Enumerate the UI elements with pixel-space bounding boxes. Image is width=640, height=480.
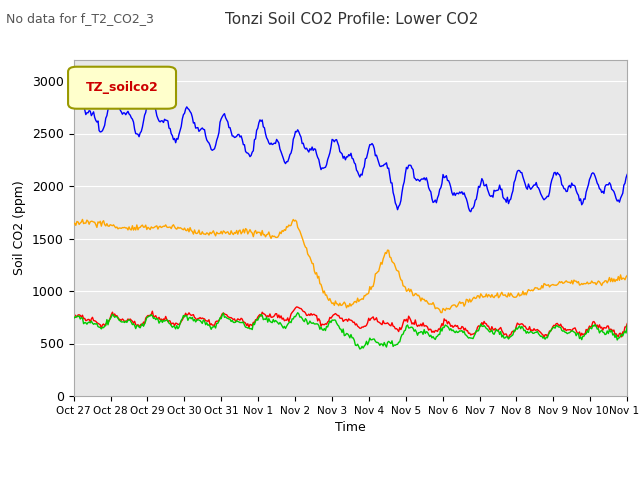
Text: No data for f_T2_CO2_3: No data for f_T2_CO2_3	[6, 12, 154, 25]
Text: Tonzi Soil CO2 Profile: Lower CO2: Tonzi Soil CO2 Profile: Lower CO2	[225, 12, 479, 27]
Text: TZ_soilco2: TZ_soilco2	[86, 82, 159, 95]
FancyBboxPatch shape	[68, 67, 176, 109]
X-axis label: Time: Time	[335, 421, 366, 434]
Y-axis label: Soil CO2 (ppm): Soil CO2 (ppm)	[13, 180, 26, 276]
